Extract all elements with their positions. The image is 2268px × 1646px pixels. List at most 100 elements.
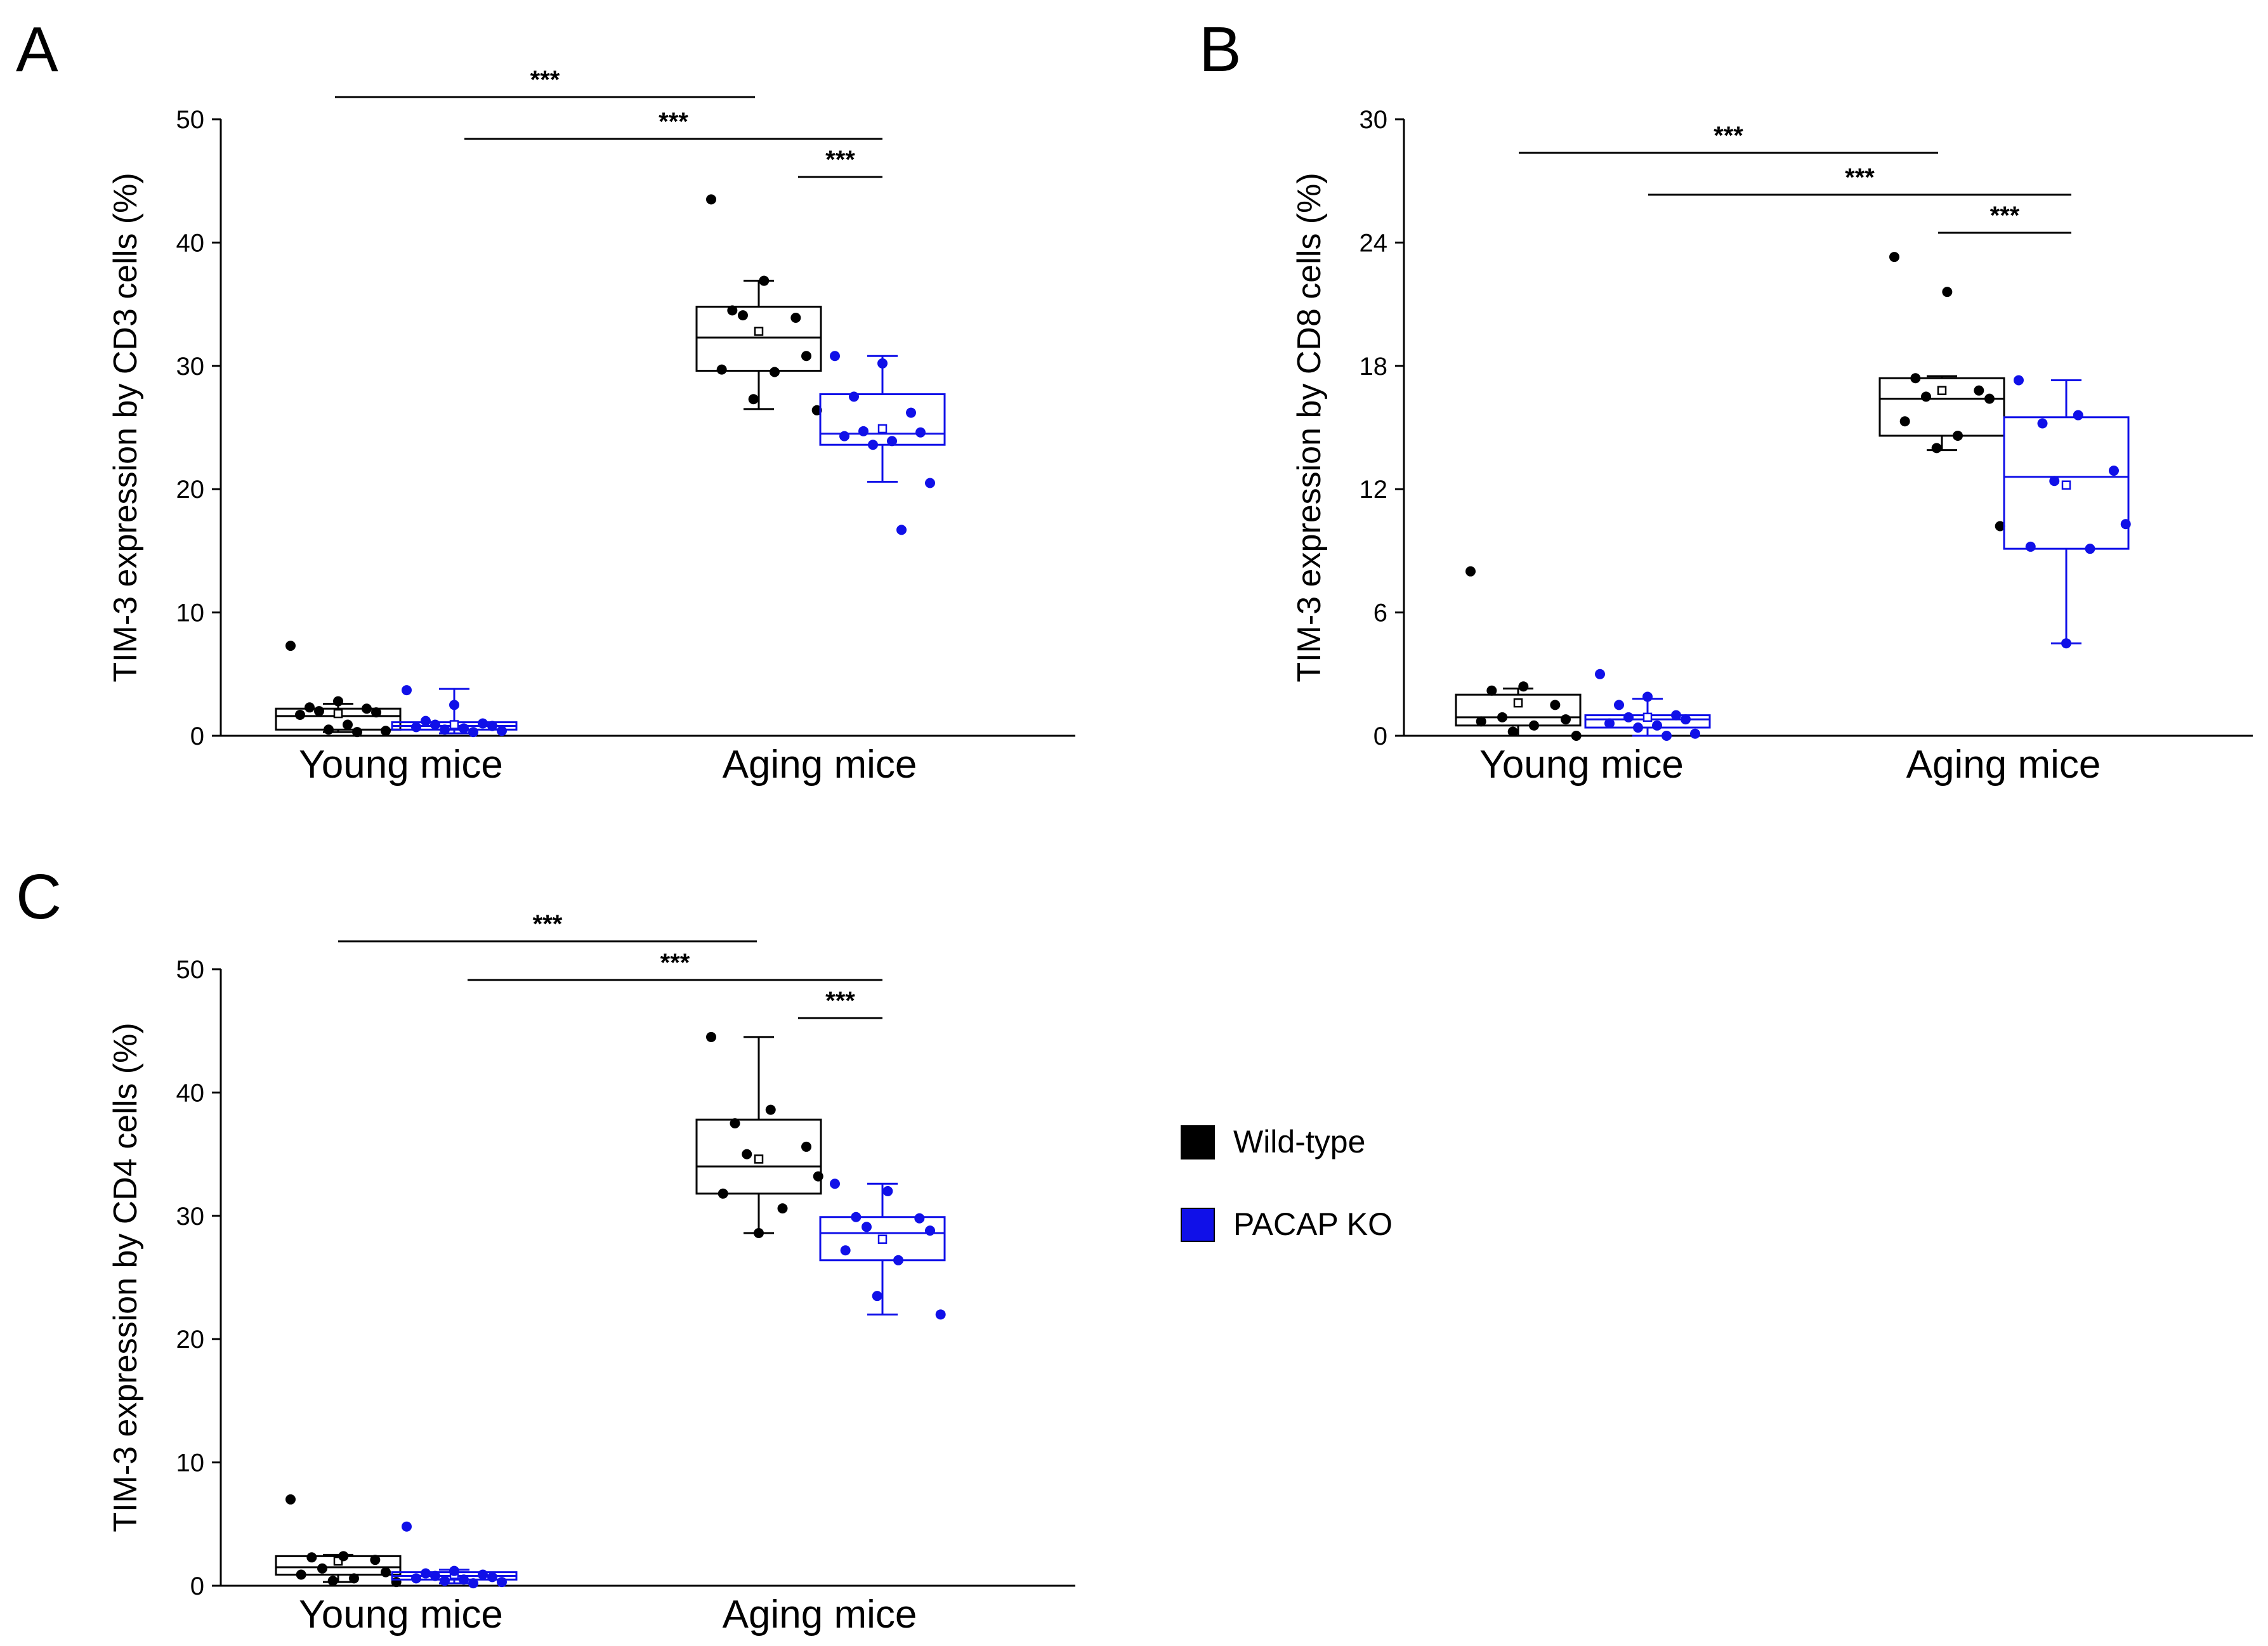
- y-tick-label: 0: [190, 1572, 204, 1600]
- y-tick-label: 0: [190, 722, 204, 750]
- data-point: [2120, 519, 2131, 530]
- data-point: [1550, 700, 1561, 710]
- data-point: [2025, 541, 2036, 552]
- data-point: [849, 391, 859, 402]
- category-label-aging-mice: Aging mice: [723, 743, 917, 787]
- data-point: [935, 1309, 946, 1320]
- mean-marker: [877, 1234, 888, 1244]
- y-tick-label: 24: [1360, 229, 1388, 257]
- data-point: [738, 310, 748, 321]
- data-point: [872, 1291, 882, 1302]
- data-point: [790, 312, 801, 323]
- data-point: [1910, 373, 1921, 384]
- data-point: [2049, 476, 2060, 487]
- box-iqr: [2003, 416, 2130, 550]
- data-point: [716, 364, 727, 375]
- significance-label: ***: [659, 108, 688, 136]
- data-point: [727, 305, 738, 316]
- mean-marker: [877, 424, 888, 434]
- data-point: [1507, 726, 1518, 737]
- data-point: [1571, 731, 1582, 741]
- data-point: [742, 1149, 752, 1159]
- box-group-aging-mice-wild-type: [695, 1031, 823, 1239]
- y-tick-label: 40: [176, 1079, 205, 1107]
- data-point: [338, 1551, 349, 1562]
- box-iqr: [275, 1555, 402, 1576]
- y-axis-title: TIM-3 expression by CD3 cells (%): [107, 173, 144, 682]
- data-point: [718, 1188, 728, 1199]
- data-point: [421, 1568, 431, 1579]
- legend-swatch: [1181, 1208, 1215, 1242]
- mean-marker: [754, 327, 764, 336]
- y-axis-title: TIM-3 expression by CD8 cells (%): [1291, 173, 1328, 682]
- data-point: [906, 407, 916, 418]
- data-point: [925, 478, 935, 488]
- mean-marker: [2061, 480, 2071, 490]
- data-point: [748, 394, 759, 405]
- data-point: [430, 719, 440, 730]
- data-point: [497, 1577, 507, 1588]
- legend-item-wild-type: Wild-type: [1181, 1124, 1365, 1159]
- y-tick-label: 20: [176, 476, 205, 504]
- data-point: [324, 724, 334, 735]
- category-label-young-mice: Young mice: [299, 1593, 503, 1636]
- data-point: [402, 1521, 412, 1532]
- data-point: [296, 1569, 306, 1580]
- box-iqr: [1455, 693, 1582, 727]
- data-point: [706, 194, 716, 205]
- significance-label: ***: [1845, 164, 1875, 192]
- data-point: [327, 1576, 338, 1586]
- data-point: [830, 351, 840, 362]
- data-point: [1984, 393, 1995, 404]
- data-point: [449, 1565, 459, 1576]
- significance-label: ***: [533, 910, 563, 938]
- box-group-young-mice-pacap-ko: [391, 685, 518, 738]
- box-iqr: [1878, 377, 2005, 437]
- box-group-young-mice-wild-type: [1455, 566, 1582, 741]
- box-group-young-mice-wild-type: [275, 1494, 402, 1588]
- data-point: [2014, 375, 2024, 386]
- data-point: [862, 1222, 872, 1232]
- data-point: [1518, 681, 1529, 692]
- box-group-aging-mice-wild-type: [1878, 252, 2005, 532]
- data-point: [1497, 712, 1507, 722]
- y-tick-label: 50: [176, 956, 205, 984]
- panel-a: A 0 10 20 30 40 50 TIM-3 expression by CD3 cell…: [16, 14, 1075, 787]
- data-point: [887, 436, 897, 447]
- data-point: [2085, 544, 2095, 554]
- data-point: [459, 1574, 469, 1585]
- data-point: [381, 1567, 391, 1577]
- data-point: [1899, 416, 1910, 427]
- data-point: [402, 685, 412, 696]
- data-point: [440, 724, 450, 735]
- data-point: [915, 427, 926, 438]
- data-point: [1614, 700, 1624, 710]
- box-group-aging-mice-pacap-ko: [2003, 375, 2131, 649]
- panel-letter: A: [16, 14, 58, 85]
- data-point: [1642, 691, 1653, 702]
- data-point: [478, 1569, 488, 1580]
- box-group-aging-mice-pacap-ko: [819, 351, 946, 535]
- legend-swatch: [1181, 1125, 1215, 1159]
- data-point: [1942, 287, 1953, 297]
- legend-item-pacap-ko: PACAP KO: [1181, 1206, 1393, 1242]
- data-point: [468, 1578, 478, 1589]
- data-point: [449, 700, 459, 710]
- box-group-young-mice-wild-type: [275, 641, 402, 738]
- data-point: [349, 1573, 359, 1584]
- box-group-young-mice-pacap-ko: [1584, 669, 1711, 741]
- data-point: [868, 440, 878, 450]
- data-point: [730, 1118, 740, 1128]
- y-tick-label: 50: [176, 106, 205, 134]
- panel-letter: C: [16, 861, 62, 932]
- data-point: [2037, 418, 2048, 429]
- panel-letter: B: [1199, 14, 1242, 85]
- y-tick-label: 10: [176, 1449, 205, 1477]
- data-point: [830, 1179, 840, 1189]
- data-point: [487, 721, 497, 731]
- significance-label: ***: [1714, 122, 1743, 150]
- data-point: [896, 525, 907, 535]
- data-point: [813, 1171, 823, 1182]
- data-point: [1476, 716, 1486, 727]
- data-point: [487, 1572, 497, 1583]
